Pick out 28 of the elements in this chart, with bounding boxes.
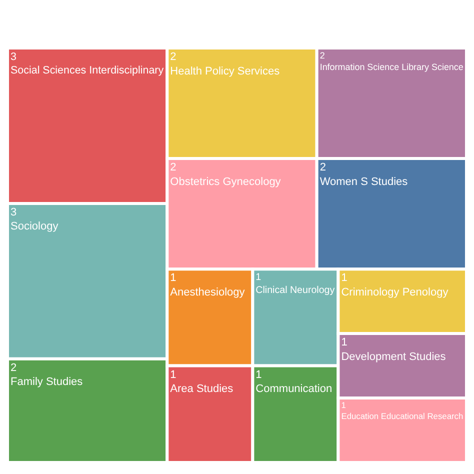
data-label: 1 [341,400,346,410]
category-label: Family Studies [10,376,84,388]
category-label: Health Policy Services [170,65,280,78]
category-label: Development Studies [341,350,446,363]
data-label: 1 [170,368,176,381]
data-label: 1 [256,272,262,284]
category-label: Communication [256,383,332,396]
data-label: 1 [341,336,348,349]
data-label: 1 [256,368,262,381]
category-label: Social Sciences Interdisciplinary [10,64,164,77]
category-label: Obstetrics Gynecology [170,176,282,188]
category-label: Women S Studies [320,176,408,188]
data-label: 2 [320,50,325,60]
data-label: 1 [341,272,348,284]
category-label: Criminology Penology [341,286,449,298]
data-label: 2 [320,162,326,174]
category-label: Area Studies [170,383,234,396]
category-label: Anesthesiology [170,286,246,298]
data-label: 2 [170,162,176,174]
data-label: 2 [170,51,176,63]
data-label: 2 [10,362,17,374]
category-label: Clinical Neurology [256,284,335,296]
data-label: 3 [10,50,16,63]
category-label: Information Science Library Science [320,62,464,72]
data-label: 3 [10,206,17,218]
category-label: Sociology [10,220,59,233]
category-label: Education Educational Research [341,410,464,421]
data-label: 1 [170,272,176,284]
